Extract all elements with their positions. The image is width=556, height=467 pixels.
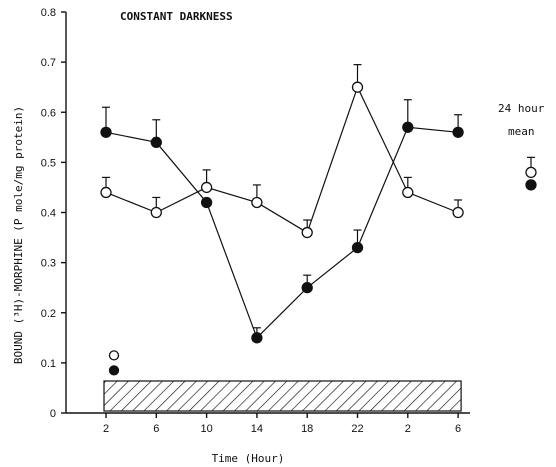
x-axis: 2 6 10 14 18 22 2 6 bbox=[66, 412, 470, 435]
data-point bbox=[301, 226, 313, 239]
x-tick-label: 22 bbox=[351, 423, 363, 435]
data-point bbox=[452, 206, 464, 219]
x-tick-label: 6 bbox=[455, 423, 461, 435]
x-axis-label: Time (Hour) bbox=[212, 452, 285, 465]
extra-open-marker bbox=[108, 350, 120, 361]
mean-open-marker bbox=[525, 166, 537, 179]
data-point bbox=[100, 186, 112, 199]
data-point bbox=[200, 196, 213, 209]
y-tick-label: 0.7 bbox=[41, 57, 56, 69]
series-1 bbox=[100, 64, 464, 239]
y-tick-label: 0.8 bbox=[41, 7, 56, 19]
dark-period-hatch bbox=[103, 380, 462, 412]
x-tick-label: 6 bbox=[153, 423, 159, 435]
y-tick-label: 0.3 bbox=[41, 258, 56, 270]
data-point bbox=[150, 206, 162, 219]
data-point bbox=[150, 136, 162, 148]
data-point bbox=[301, 282, 313, 294]
series-line bbox=[105, 85, 459, 234]
mean-filled-marker bbox=[525, 179, 537, 191]
data-point bbox=[402, 121, 414, 133]
chart-title: CONSTANT DARKNESS bbox=[120, 10, 233, 23]
mean-markers bbox=[525, 156, 537, 191]
x-tick-label: 10 bbox=[200, 423, 212, 435]
data-point bbox=[351, 81, 364, 93]
y-tick-label: 0.4 bbox=[41, 208, 56, 220]
x-tick-label: 14 bbox=[251, 423, 263, 435]
x-tick-label: 2 bbox=[103, 423, 109, 435]
data-point bbox=[351, 241, 364, 254]
x-tick-label: 18 bbox=[301, 423, 313, 435]
y-tick-label: 0.2 bbox=[41, 308, 56, 320]
dark-period-bar bbox=[103, 380, 462, 412]
mean-label-line2: mean bbox=[508, 125, 535, 138]
y-axis: 0 0.1 0.2 0.3 0.4 0.5 0.6 0.7 0.8 bbox=[41, 7, 67, 420]
data-point bbox=[251, 196, 263, 209]
y-tick-label: 0.1 bbox=[41, 358, 56, 370]
data-point bbox=[452, 126, 464, 138]
series-2 bbox=[100, 99, 464, 344]
mean-label-line1: 24 hour bbox=[498, 102, 545, 115]
data-point bbox=[200, 181, 213, 194]
y-tick-label: 0 bbox=[50, 408, 56, 420]
y-tick-label: 0.6 bbox=[41, 107, 56, 119]
data-point bbox=[402, 186, 414, 199]
data-point bbox=[100, 126, 112, 138]
series-group bbox=[100, 64, 464, 344]
y-axis-label: BOUND (³H)-MORPHINE (P mole/mg protein) bbox=[12, 106, 25, 364]
extra-markers bbox=[108, 350, 120, 376]
data-point bbox=[251, 332, 263, 344]
y-tick-label: 0.5 bbox=[41, 157, 56, 169]
series-line bbox=[105, 126, 459, 339]
x-tick-label: 2 bbox=[405, 423, 411, 435]
extra-filled-marker bbox=[108, 365, 120, 376]
